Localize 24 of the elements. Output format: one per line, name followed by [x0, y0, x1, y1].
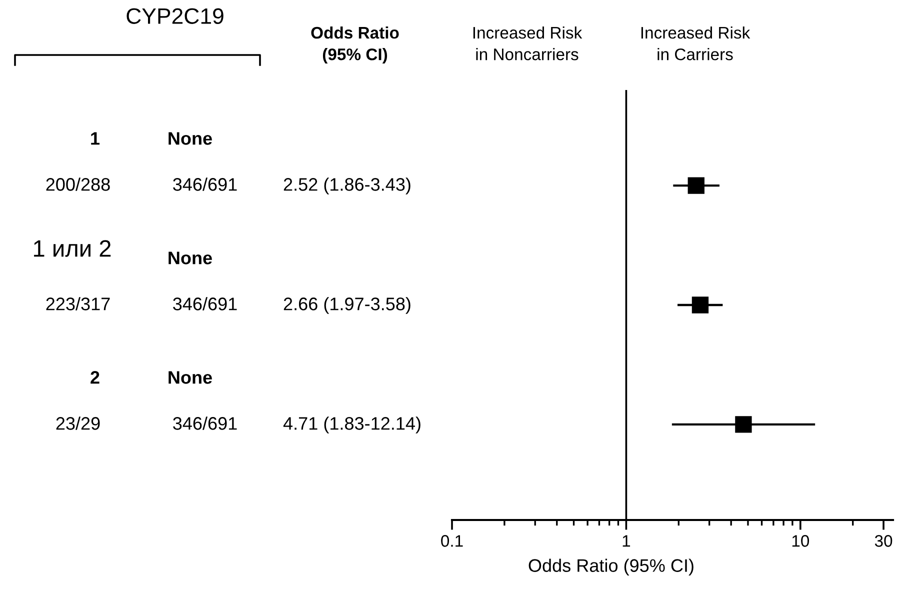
text: CYP2C19 [126, 8, 224, 24]
text: 1 или 2 [34, 240, 111, 257]
text: None [168, 371, 212, 384]
text: Odds Ratio (95% CI) [311, 26, 399, 64]
x-tick-label: 10 [792, 535, 810, 547]
text: 2.52 (1.86-3.43) [284, 178, 410, 194]
x-tick-label: 1 [622, 535, 630, 547]
text: 200/288 [46, 178, 110, 191]
text: 2.66 (1.97-3.58) [284, 297, 410, 314]
x-tick-label: 0.1 [441, 535, 463, 547]
x-tick-label: 30 [874, 535, 892, 547]
text: 223/317 [46, 297, 110, 310]
text: 346/691 [173, 178, 237, 191]
text: Increased Risk in Noncarriers [473, 26, 582, 60]
text: None [168, 252, 212, 264]
text: 346/691 [173, 297, 237, 310]
text: 1 [91, 132, 100, 145]
text: Increased Risk in Carriers [641, 26, 750, 60]
text: 23/29 [56, 416, 100, 430]
text: None [168, 132, 212, 145]
text: 2 [90, 371, 100, 384]
x-axis-title: Odds Ratio (95% CI) [528, 558, 694, 576]
text: 4.71 (1.83-12.14) [283, 416, 420, 434]
text: 346/691 [173, 416, 237, 430]
